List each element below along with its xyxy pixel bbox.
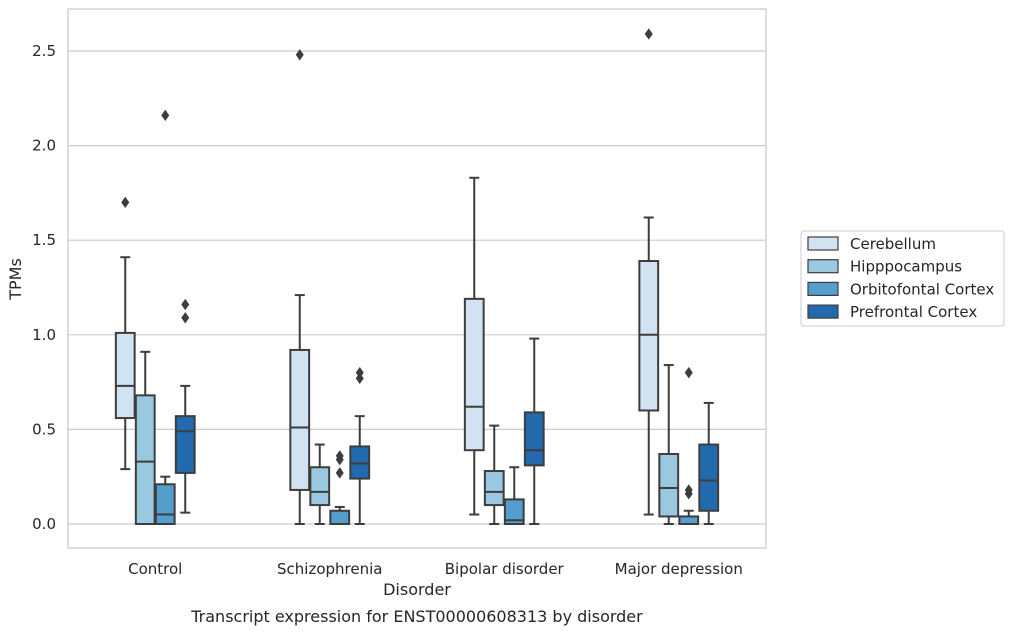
legend-swatch (807, 236, 839, 251)
box-hipppocampus (483, 424, 505, 525)
outlier-point (181, 312, 190, 324)
outlier-point (295, 49, 304, 61)
y-tick-label: 2.5 (32, 42, 56, 60)
y-tick-label: 1.0 (32, 326, 56, 344)
x-tick-label: Major depression (615, 560, 743, 578)
box (154, 483, 176, 526)
box (678, 515, 700, 526)
plot-frame (67, 8, 767, 549)
outlier-point (355, 366, 364, 379)
y-axis-label: TPMs (6, 258, 25, 301)
box (658, 452, 680, 518)
box-cerebellum (638, 28, 660, 516)
box-prefrontal-cortex (349, 366, 371, 525)
box (114, 331, 136, 420)
legend: Cerebellum Hipppocampus Orbitofontal Corte… (800, 230, 1005, 327)
box-orbitofontal-cortex (154, 109, 176, 526)
box-prefrontal-cortex (174, 298, 196, 514)
box (309, 466, 331, 507)
legend-frame (800, 230, 1005, 327)
x-tick-label: Bipolar disorder (445, 560, 565, 578)
outlier-point (684, 366, 693, 379)
box-cerebellum (114, 196, 136, 471)
legend-label: Hipppocampus (850, 258, 962, 276)
x-tick-labels: Control Schizophrenia Bipolar disorder Majo… (128, 560, 743, 578)
box-hipppocampus (658, 364, 680, 525)
legend-swatch (807, 281, 839, 296)
box-cerebellum (463, 176, 485, 516)
box (698, 443, 720, 512)
box (329, 509, 351, 526)
legend-label: Prefrontal Cortex (850, 303, 977, 321)
y-tick-label: 1.5 (32, 231, 56, 249)
y-tick-label: 2.0 (32, 137, 56, 155)
box-prefrontal-cortex (523, 337, 545, 525)
outlier-point (121, 196, 130, 209)
legend-swatch (807, 259, 839, 274)
y-tick-labels: 0.0 0.5 1.0 1.5 2.0 2.5 (32, 42, 56, 533)
box (463, 297, 485, 452)
x-axis-label: Disorder (383, 580, 451, 599)
box (174, 415, 196, 474)
box (289, 348, 311, 491)
x-tick-label: Schizophrenia (277, 560, 382, 578)
outlier-point (181, 298, 190, 311)
outlier-point (335, 450, 344, 462)
y-tick-label: 0.0 (32, 515, 56, 533)
box (134, 394, 156, 525)
box-orbitofontal-cortex (678, 366, 700, 526)
legend-swatch (807, 304, 839, 319)
box-series (114, 28, 720, 526)
outlier-point (161, 109, 170, 122)
outlier-point (335, 467, 344, 479)
y-tick-label: 0.5 (32, 420, 56, 438)
box-orbitofontal-cortex (503, 466, 525, 525)
box (523, 411, 545, 467)
box-cerebellum (289, 49, 311, 525)
box (483, 470, 505, 507)
legend-label: Orbitofontal Cortex (850, 280, 994, 298)
outlier-point (644, 28, 653, 40)
legend-label: Cerebellum (850, 235, 936, 253)
box-hipppocampus (309, 443, 331, 525)
box (503, 498, 525, 525)
outlier-point (684, 484, 693, 496)
box-orbitofontal-cortex (329, 450, 351, 526)
chart-caption: Transcript expression for ENST0000060831… (190, 607, 643, 626)
x-tick-label: Control (128, 560, 182, 578)
box-prefrontal-cortex (698, 401, 720, 525)
box-hipppocampus (134, 350, 156, 525)
